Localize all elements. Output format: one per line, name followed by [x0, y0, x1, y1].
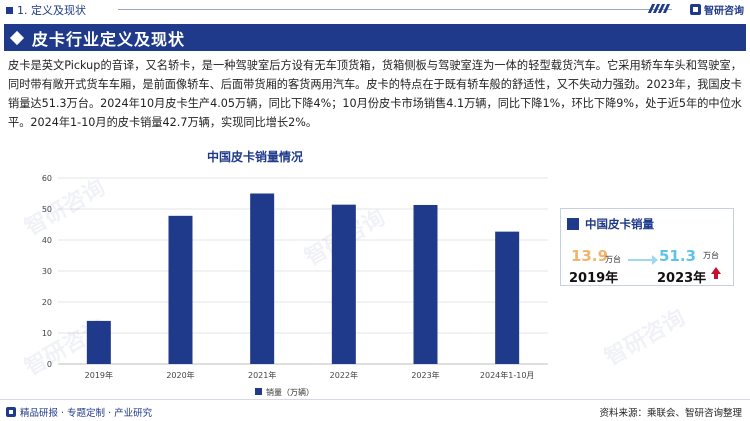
card-square-icon [567, 218, 579, 230]
footer-left: 精品研报 · 专题定制 · 产业研究 [6, 405, 152, 419]
y-tick-label: 40 [42, 236, 52, 245]
y-tick-label: 60 [42, 174, 52, 183]
watermark: 智研咨询 [600, 305, 690, 371]
bar [250, 193, 275, 364]
x-tick-label: 2024年1-10月 [480, 370, 535, 380]
card-to-year: 2023年 [657, 271, 707, 286]
page-title: 皮卡行业定义及现状 [32, 29, 186, 49]
card-title: 中国皮卡销量 [585, 217, 654, 231]
footer-tagline: 精品研报 · 专题定制 · 产业研究 [20, 408, 153, 419]
bar [86, 320, 111, 364]
card-header: 中国皮卡销量 [561, 214, 654, 234]
card-from-value: 13.9 [571, 247, 609, 265]
section-label: 1. 定义及现状 [6, 2, 86, 18]
card-to-unit: 万台 [703, 251, 719, 260]
y-tick-label: 20 [42, 298, 52, 307]
x-tick-label: 2023年 [411, 370, 439, 380]
bar-layer [86, 193, 520, 364]
x-tick-label: 2022年 [330, 370, 358, 380]
card-from-year: 2019年 [569, 271, 619, 286]
brand-name: 智研咨询 [704, 6, 744, 17]
card-to-value: 51.3 [659, 247, 697, 265]
bar [495, 231, 520, 364]
brand-icon [690, 4, 701, 15]
card-from-unit: 万台 [605, 255, 621, 264]
legend-swatch [255, 388, 262, 395]
bar [331, 204, 356, 364]
chart-legend: 销量（万辆） [255, 387, 314, 397]
y-tick-label: 50 [42, 205, 52, 214]
x-tick-label: 2019年 [85, 370, 113, 380]
legend-label: 销量（万辆） [266, 387, 314, 397]
footer-source: 资料来源：乘联会、智研咨询整理 [599, 408, 742, 419]
diamond-icon [9, 30, 25, 45]
top-divider [118, 9, 672, 10]
bar [168, 215, 193, 364]
brand-logo: 智研咨询 [690, 2, 744, 17]
x-tick-label: 2020年 [166, 370, 194, 380]
top-bar: 1. 定义及现状 智研咨询 [0, 0, 750, 18]
title-bar: 皮卡行业定义及现状 [4, 24, 746, 51]
footer-logo-icon [6, 407, 16, 417]
y-tick-layer: 0 10 20 30 40 50 60 [42, 174, 52, 369]
section-label-text: 1. 定义及现状 [17, 4, 86, 17]
up-arrow-icon [711, 267, 721, 279]
y-tick-label: 0 [47, 360, 52, 369]
stripes-decoration [647, 4, 671, 13]
sales-summary-card: 中国皮卡销量 13.9 万台 2019年 51.3 万台 2023年 [560, 208, 734, 286]
section-square-icon [6, 6, 13, 14]
x-tick-label: 2021年 [248, 370, 276, 380]
y-tick-label: 10 [42, 329, 52, 338]
footer-divider [0, 399, 750, 400]
description-paragraph: 皮卡是英文Pickup的音译，又名轿卡，是一种驾驶室后方设有无车顶货箱，货箱侧板… [8, 59, 742, 129]
card-body: 13.9 万台 2019年 51.3 万台 2023年 [561, 243, 735, 287]
y-tick-label: 30 [42, 267, 52, 276]
chart-title: 中国皮卡销量情况 [207, 149, 303, 164]
grid-layer [58, 177, 548, 365]
arrow-right-icon [628, 255, 658, 265]
x-tick-layer: 2019年 2020年 2021年 2022年 2023年 2024年1-10月 [85, 370, 535, 380]
bar [413, 204, 438, 364]
